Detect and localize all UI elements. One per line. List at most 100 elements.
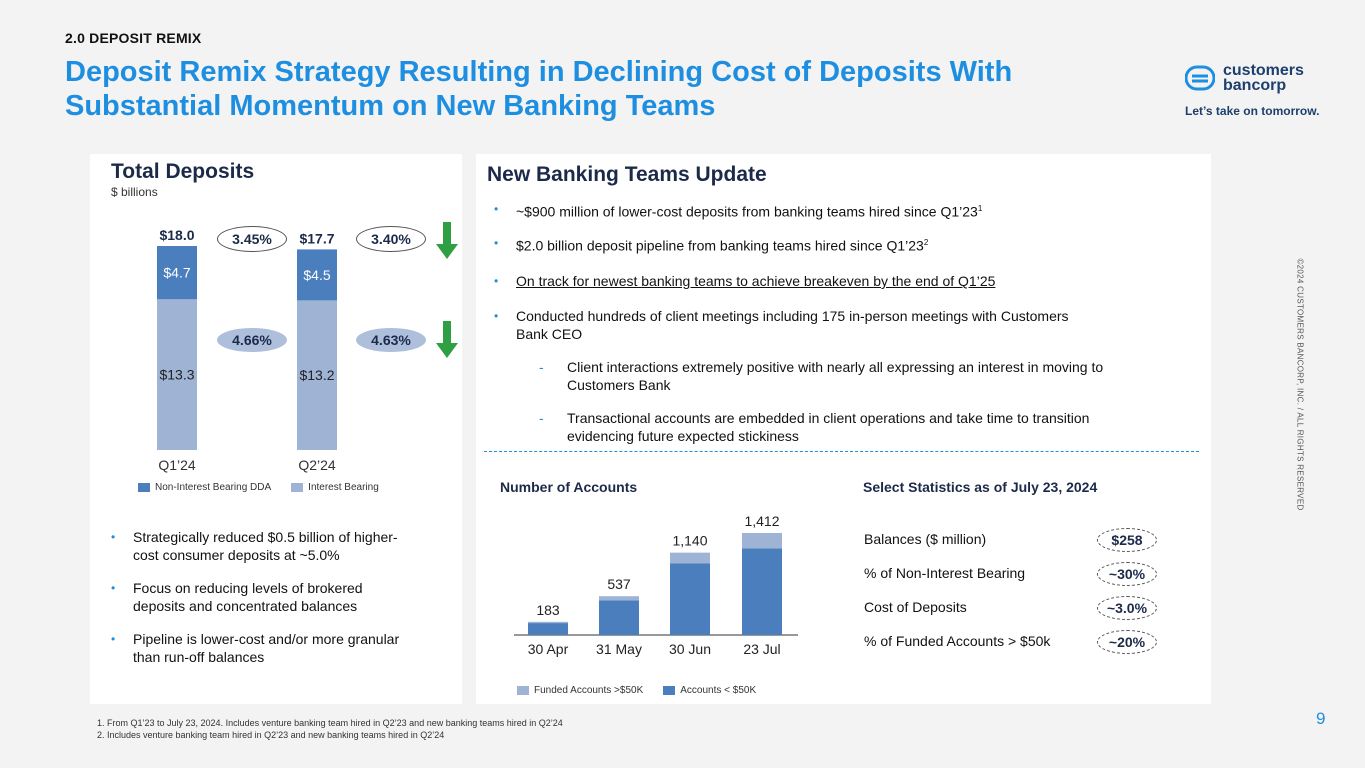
stat-value: ~30% (1097, 562, 1157, 586)
logo-mark-icon (1185, 65, 1215, 91)
bullet-dot: • (494, 202, 499, 216)
number-of-accounts-chart: 183 30 Apr 537 31 May 1,140 30 Jun 1,412 23 Jul (514, 513, 798, 657)
section-tag: 2.0 DEPOSIT REMIX (65, 30, 202, 46)
left-bullet-1: • Strategically reduced $0.5 billion of … (111, 528, 453, 564)
down-arrow-icon (436, 321, 458, 358)
interest-bearing-cost-q2-pill: 4.63% (356, 328, 426, 352)
bullet-line: evidencing future expected stickiness (567, 428, 799, 444)
company-logo: customers bancorp (1185, 62, 1304, 94)
stat-value: ~3.0% (1097, 596, 1157, 620)
bar-funded-over-50k (528, 621, 568, 624)
bar-label-interest: $13.2 (299, 367, 334, 383)
stats-title: Select Statistics as of July 23, 2024 (863, 479, 1098, 495)
legend-swatch-dda (138, 483, 150, 492)
bar-total-label: 1,140 (672, 533, 707, 549)
accounts-chart-title: Number of Accounts (500, 479, 638, 495)
stat-label: Cost of Deposits (864, 599, 967, 615)
total-deposits-title: Total Deposits (111, 160, 255, 183)
x-tick-label: 30 Apr (528, 641, 569, 657)
total-cost-q2-pill: 3.40% (356, 226, 426, 252)
legend-label-accounts: Accounts < $50K (680, 685, 757, 696)
bullet-dot: • (494, 236, 499, 250)
left-bullet-2: • Focus on reducing levels of brokered d… (111, 579, 453, 615)
new-banking-teams-panel (476, 154, 1211, 704)
footnote-ref: 1 (977, 204, 983, 213)
x-tick-label: 30 Jun (669, 641, 711, 657)
stat-value: $258 (1097, 528, 1157, 552)
bar-funded-over-50k (670, 552, 710, 564)
footnote-1: 1. From Q1’23 to July 23, 2024. Includes… (97, 718, 563, 728)
down-arrow-icon (436, 222, 458, 259)
total-deposits-chart: $4.7 $13.3 $18.0 Q1’24 $4.5 $13.2 $17.7 Q2’24 (157, 227, 337, 473)
bullet-text: On track for newest banking teams to ach… (516, 273, 996, 289)
total-deposits-subtitle: $ billions (111, 185, 158, 199)
bullet-text: $2.0 billion deposit pipeline from banki… (516, 237, 924, 254)
legend-swatch-funded (517, 686, 529, 695)
logo-line-1: customers (1223, 62, 1304, 79)
bullet-line: Transactional accounts are embedded in c… (567, 410, 1090, 426)
page-title: Deposit Remix Strategy Resulting in Decl… (65, 55, 1065, 123)
banking-teams-title: New Banking Teams Update (487, 163, 767, 186)
stat-value: ~20% (1097, 630, 1157, 654)
bullet-line: Conducted hundreds of client meetings in… (516, 308, 1069, 324)
bar-label-dda: $4.7 (163, 265, 190, 281)
bullet-text: ~$900 million of lower-cost deposits fro… (516, 203, 978, 220)
right-bullet-3: • On track for newest banking teams to a… (494, 272, 1186, 290)
stat-label: Balances ($ million) (864, 531, 987, 547)
bar-total-label: $18.0 (159, 227, 194, 243)
title-line-1: Deposit Remix Strategy Resulting in Decl… (65, 56, 1013, 88)
bullet-dot: • (494, 274, 499, 288)
x-tick-label: 23 Jul (743, 641, 780, 657)
bullet-dot: • (111, 530, 116, 544)
right-bullet-1: • ~$900 million of lower-cost deposits f… (494, 200, 1186, 221)
footnote-2: 2. Includes venture banking team hired i… (97, 730, 445, 740)
legend-swatch-accounts (663, 686, 676, 695)
bullet-dot: • (494, 309, 499, 323)
right-bullet-4: • Conducted hundreds of client meetings … (494, 307, 1196, 343)
dash-marker: - (539, 410, 544, 426)
bar-non-interest-dda (157, 246, 197, 300)
x-tick-label: Q1’24 (158, 457, 196, 473)
tagline: Let’s take on tomorrow. (1185, 104, 1320, 118)
total-cost-q1-pill: 3.45% (217, 226, 287, 252)
bar-total-label: $17.7 (299, 230, 334, 246)
title-line-2: Substantial Momentum on New Banking Team… (65, 90, 716, 122)
x-tick-label: Q2’24 (298, 457, 336, 473)
bar-funded-over-50k (599, 596, 639, 601)
legend-label-funded: Funded Accounts >$50K (534, 685, 644, 696)
right-sub-bullet-2: - Transactional accounts are embedded in… (539, 409, 1197, 445)
accounts-legend: Funded Accounts >$50K Accounts < $50K (517, 685, 756, 696)
page-number: 9 (1316, 709, 1326, 728)
bullet-line: Focus on reducing levels of brokered (133, 580, 363, 596)
bar-interest-bearing (157, 299, 197, 450)
legend-swatch-interest (291, 483, 304, 492)
footnote-ref: 2 (923, 238, 929, 247)
logo-line-2: bancorp (1223, 77, 1287, 94)
legend-label-dda: Non-Interest Bearing DDA (155, 482, 272, 493)
bar-accounts-under-50k (599, 600, 639, 635)
stat-label: % of Non-Interest Bearing (864, 565, 1026, 581)
bar-total-label: 1,412 (744, 513, 779, 529)
bar-total-label: 183 (536, 602, 560, 618)
bullet-line: Bank CEO (516, 326, 583, 342)
deposits-legend: Non-Interest Bearing DDA Interest Bearin… (138, 482, 379, 493)
bullet-line: Client interactions extremely positive w… (567, 359, 1104, 375)
dash-marker: - (539, 359, 544, 375)
stat-label: % of Funded Accounts > $50k (864, 633, 1051, 649)
legend-label-interest: Interest Bearing (308, 482, 379, 493)
bullet-line: deposits and concentrated balances (133, 598, 358, 614)
x-tick-label: 31 May (596, 641, 642, 657)
bullet-line: cost consumer deposits at ~5.0% (133, 547, 340, 563)
bar-label-dda: $4.5 (303, 267, 330, 283)
bullet-line: Strategically reduced $0.5 billion of hi… (133, 529, 398, 545)
bar-accounts-under-50k (670, 563, 710, 635)
bullet-line: Pipeline is lower-cost and/or more granu… (133, 631, 400, 647)
bar-accounts-under-50k (742, 548, 782, 635)
bar-total-label: 537 (607, 576, 631, 592)
right-sub-bullet-1: - Client interactions extremely positive… (539, 358, 1197, 394)
section-divider (484, 451, 1199, 452)
interest-bearing-cost-q1-pill: 4.66% (217, 328, 287, 352)
bullet-dot: • (111, 581, 116, 595)
bullet-line: than run-off balances (133, 649, 265, 665)
right-bullet-2: • $2.0 billion deposit pipeline from ban… (494, 234, 1186, 255)
